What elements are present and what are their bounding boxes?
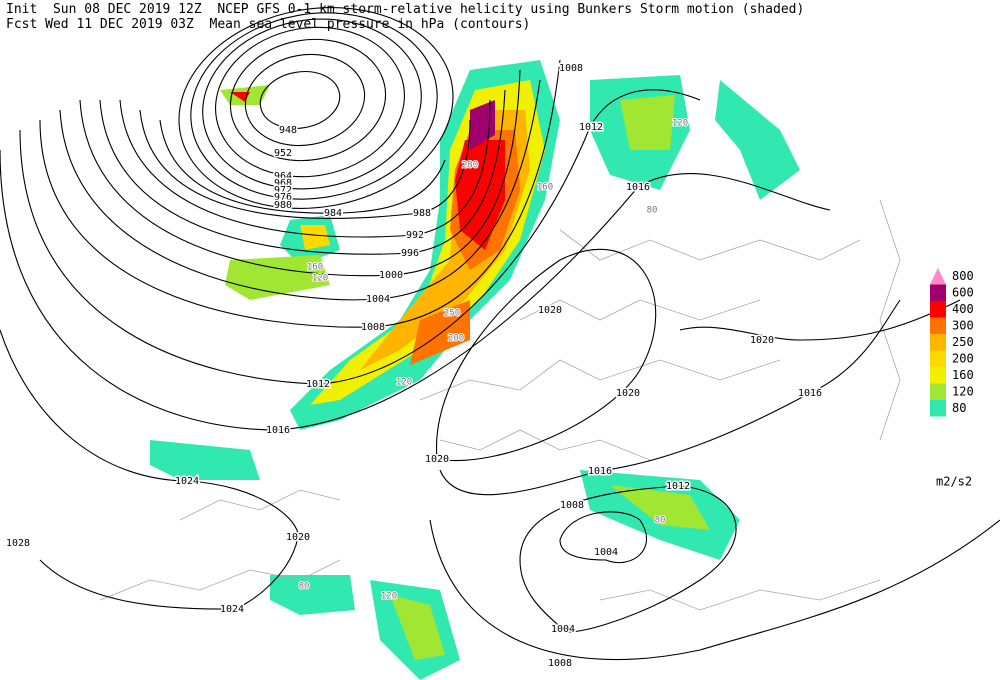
contour-label: 1012 <box>306 379 330 390</box>
contour-label: 980 <box>274 200 292 211</box>
contour-label: 1004 <box>594 547 618 558</box>
shade-label: 160 <box>537 183 553 193</box>
legend-swatch <box>930 350 946 367</box>
legend-swatch <box>930 284 946 301</box>
legend-swatch <box>930 301 946 318</box>
contour-label: 948 <box>279 125 297 136</box>
contour-label: 1024 <box>220 604 244 615</box>
contour-label: 1012 <box>666 481 690 492</box>
contour-label: 952 <box>274 148 292 159</box>
contour-label: 1004 <box>551 624 575 635</box>
legend-label: 600 <box>952 285 974 299</box>
shade-label: 250 <box>444 309 460 319</box>
shade-label: 120 <box>672 119 688 129</box>
legend-swatch <box>930 317 946 334</box>
contour-label: 972 <box>274 185 292 196</box>
contour-label: 1016 <box>266 425 290 436</box>
contour-label: 1008 <box>560 500 584 511</box>
legend-swatch <box>930 400 946 417</box>
contour-label: 1016 <box>588 466 612 477</box>
borders <box>99 199 901 611</box>
contour-label: 1020 <box>750 335 774 346</box>
legend-label: 120 <box>952 384 974 398</box>
contour-label: 996 <box>401 248 419 259</box>
legend-swatch <box>930 367 946 384</box>
contour-label: 1016 <box>626 182 650 193</box>
legend-label: 300 <box>952 318 974 332</box>
contour-label: 992 <box>406 230 424 241</box>
contour-label: 1012 <box>579 122 603 133</box>
contour-label: 968 <box>274 178 292 189</box>
legend-label: 200 <box>952 351 974 365</box>
contour-label: 1024 <box>175 476 199 487</box>
shade-label: 160 <box>307 263 323 273</box>
header-line: Fcst Wed 11 DEC 2019 03Z Mean sea level … <box>6 17 530 32</box>
contour-label: 1008 <box>548 658 572 669</box>
legend-label: 80 <box>952 401 966 415</box>
legend-label: 250 <box>952 335 974 349</box>
legend-swatch <box>930 334 946 351</box>
shade-label: 200 <box>448 334 464 344</box>
shade-label: 80 <box>299 582 310 592</box>
legend: m2/s2 800 600 400 300 250 200 160 120 80 <box>930 268 974 489</box>
legend-label: 160 <box>952 368 974 382</box>
shade-label: 280 <box>462 161 478 171</box>
contour-label: 1020 <box>286 532 310 543</box>
shade-label: 80 <box>655 516 666 526</box>
contour-label: 1028 <box>6 538 30 549</box>
legend-label: 400 <box>952 302 974 316</box>
legend-unit: m2/s2 <box>936 475 972 489</box>
shade-label: 80 <box>647 206 658 216</box>
contour-label: 988 <box>413 208 431 219</box>
contour-label: 1000 <box>379 270 403 281</box>
contour-label: 976 <box>274 192 292 203</box>
contour-label: 1020 <box>616 388 640 399</box>
contour-label: 1016 <box>798 388 822 399</box>
contour-label: 1008 <box>361 322 385 333</box>
contour-label: 984 <box>324 208 342 219</box>
contour-label: 964 <box>274 171 292 182</box>
shading <box>150 60 800 680</box>
header-line: Init Sun 08 DEC 2019 12Z NCEP GFS 0-1 km… <box>6 2 804 17</box>
contour-label: 1008 <box>559 63 583 74</box>
shade-label: 120 <box>312 274 328 284</box>
shade-label: 120 <box>396 378 412 388</box>
legend-swatch <box>930 383 946 400</box>
shade-label: 120 <box>381 592 397 602</box>
contour-label: 1004 <box>366 294 390 305</box>
contours <box>0 7 1000 661</box>
contour-label: 1020 <box>538 305 562 316</box>
legend-swatch <box>930 268 946 285</box>
legend-label: 800 <box>952 269 974 283</box>
contour-label: 1020 <box>425 454 449 465</box>
